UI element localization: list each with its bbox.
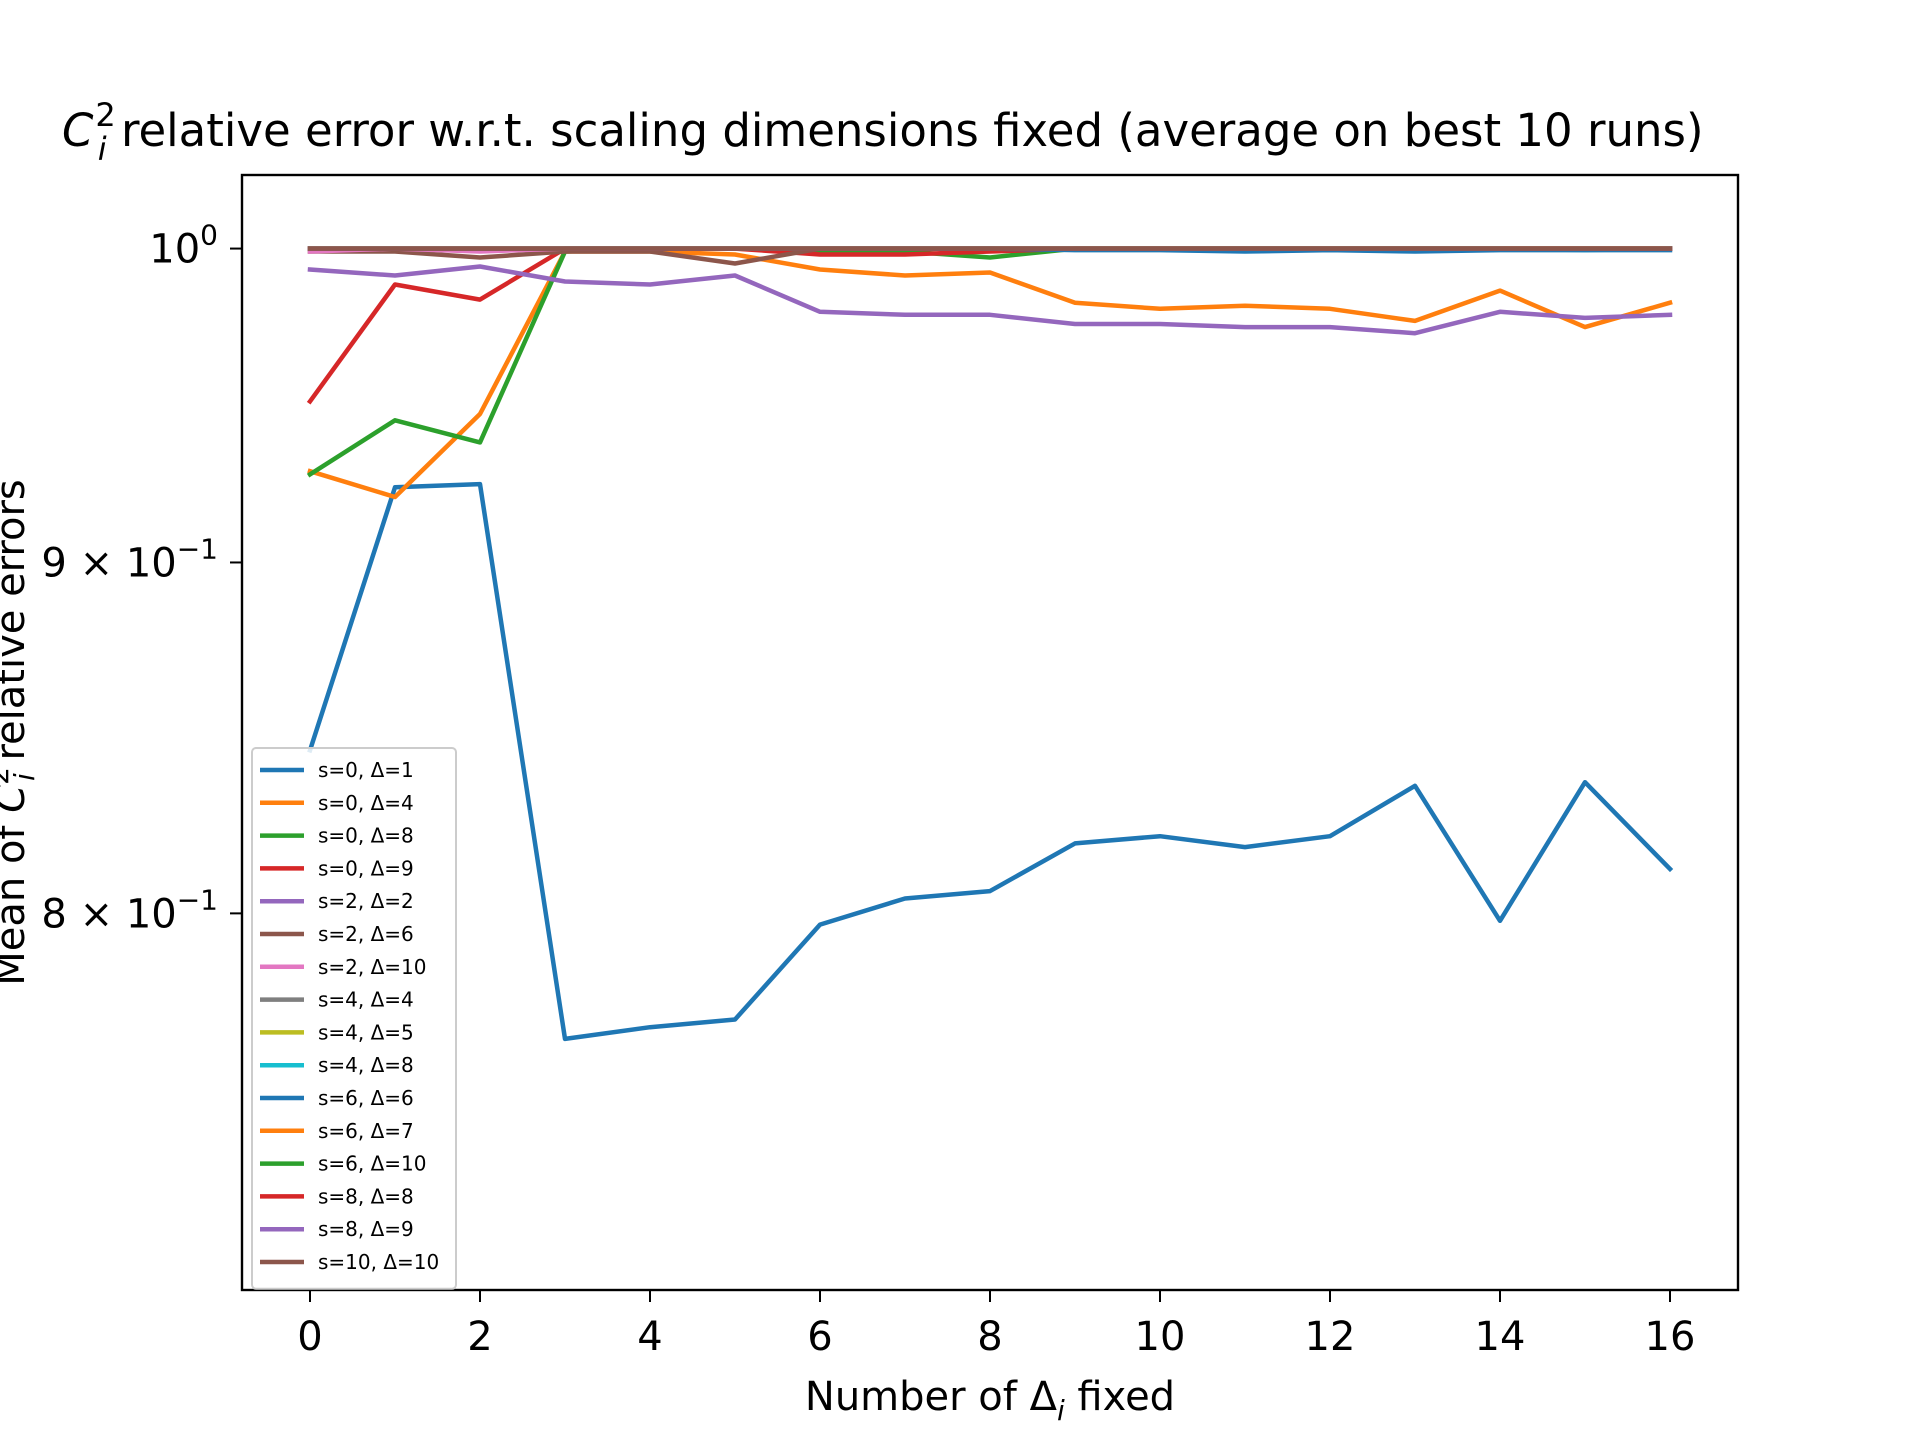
legend[interactable]: s=0, Δ=1 s=0, Δ=4 s=0, Δ=8 s=0, Δ=9 s=2, Δ=2…	[251, 747, 457, 1290]
legend-item[interactable]: s=4, Δ=4	[260, 988, 414, 1012]
series-line-5	[307, 264, 1673, 336]
legend-label: s=4, Δ=8	[318, 1053, 414, 1077]
legend-label: s=4, Δ=5	[318, 1020, 414, 1044]
legend-item[interactable]: s=0, Δ=8	[260, 824, 414, 848]
legend-label: s=8, Δ=8	[318, 1184, 414, 1208]
chart-title: C2 i relative error w.r.t. scaling dimens…	[62, 96, 1704, 168]
legend-label: s=6, Δ=10	[318, 1152, 427, 1176]
y-axis-label: Mean of C2i relative errors	[0, 479, 41, 986]
legend-label: s=10, Δ=10	[318, 1250, 439, 1274]
y-tick-label: 100	[149, 219, 218, 273]
plot-frame	[240, 173, 1740, 1292]
chart-title-text: C2 i relative error w.r.t. scaling dimens…	[62, 96, 1704, 168]
legend-item[interactable]: s=0, Δ=1	[260, 758, 414, 782]
legend-label: s=6, Δ=7	[318, 1119, 414, 1143]
x-tick-label: 10	[1135, 1314, 1186, 1360]
legend-item[interactable]: s=0, Δ=9	[260, 856, 414, 880]
series-line-2	[307, 249, 1673, 500]
legend-label: s=6, Δ=6	[318, 1086, 414, 1110]
legend-label: s=8, Δ=9	[318, 1217, 414, 1241]
legend-label: s=0, Δ=4	[318, 791, 414, 815]
x-tick-label: 4	[637, 1314, 662, 1360]
legend-item[interactable]: s=4, Δ=8	[260, 1053, 414, 1077]
x-axis: 0 2 4 6 8 10 12 14 16	[297, 1290, 1695, 1360]
legend-label: s=0, Δ=8	[318, 824, 414, 848]
legend-item[interactable]: s=6, Δ=6	[260, 1086, 414, 1110]
x-axis-label-text: Number of Δi fixed	[805, 1374, 1175, 1427]
legend-item[interactable]: s=6, Δ=7	[260, 1119, 414, 1143]
legend-item[interactable]: s=6, Δ=10	[260, 1152, 427, 1176]
y-axis: 100 9 × 10−1 8 × 10−1	[41, 219, 242, 937]
x-tick-label: 8	[977, 1314, 1002, 1360]
legend-item[interactable]: s=8, Δ=9	[260, 1217, 414, 1241]
legend-label: s=2, Δ=2	[318, 889, 414, 913]
legend-item[interactable]: s=2, Δ=10	[260, 955, 427, 979]
legend-label: s=2, Δ=6	[318, 922, 414, 946]
plot-lines	[306, 246, 1674, 1042]
legend-item[interactable]: s=10, Δ=10	[260, 1250, 439, 1274]
series-line-3	[306, 246, 1673, 478]
legend-label: s=2, Δ=10	[318, 955, 427, 979]
legend-label: s=0, Δ=9	[318, 856, 414, 880]
x-tick-label: 6	[807, 1314, 832, 1360]
series-line-1	[307, 481, 1674, 1042]
x-tick-label: 14	[1475, 1314, 1526, 1360]
legend-item[interactable]: s=8, Δ=8	[260, 1184, 414, 1208]
x-tick-label: 2	[467, 1314, 492, 1360]
legend-box	[251, 747, 457, 1290]
y-tick-label: 8 × 10−1	[41, 883, 218, 937]
x-tick-label: 16	[1645, 1314, 1696, 1360]
legend-item[interactable]: s=4, Δ=5	[260, 1020, 414, 1044]
legend-label: s=0, Δ=1	[318, 758, 414, 782]
legend-item[interactable]: s=2, Δ=6	[260, 922, 414, 946]
y-tick-label: 9 × 10−1	[41, 532, 218, 586]
legend-label: s=4, Δ=4	[318, 988, 414, 1012]
legend-item[interactable]: s=2, Δ=2	[260, 889, 414, 913]
y-axis-label-text: Mean of C2i relative errors	[0, 479, 41, 986]
x-axis-label: Number of Δi fixed	[805, 1374, 1175, 1427]
legend-item[interactable]: s=0, Δ=4	[260, 791, 414, 815]
x-tick-label: 0	[297, 1314, 322, 1360]
x-tick-label: 12	[1305, 1314, 1356, 1360]
